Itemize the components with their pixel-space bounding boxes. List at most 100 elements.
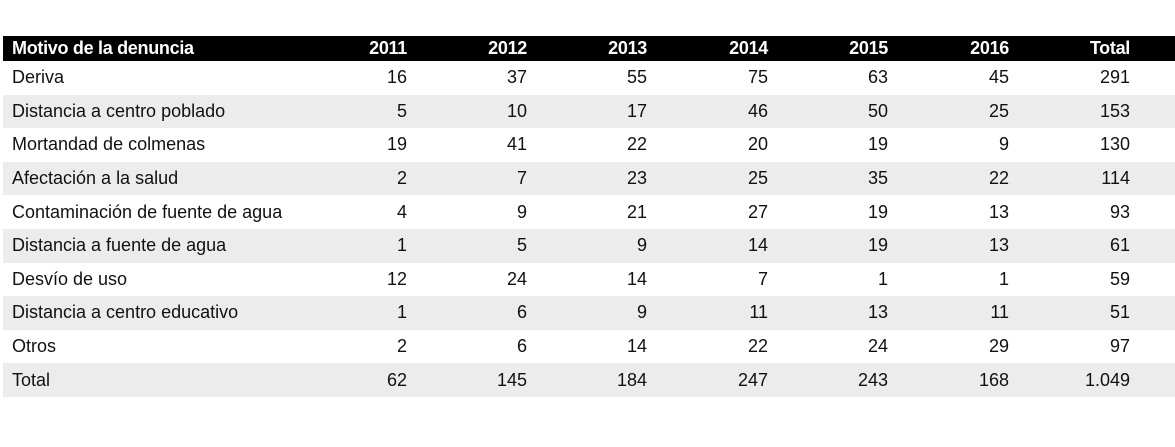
- cell-2013: 9: [636, 302, 647, 323]
- header-2012: 2012: [488, 38, 527, 58]
- cell-2011: 62: [386, 369, 407, 390]
- cell-reason: Deriva: [12, 67, 65, 88]
- cell-total: 291: [1099, 67, 1130, 88]
- cell-2012: 145: [496, 369, 527, 390]
- header-2016: 2016: [970, 38, 1009, 58]
- cell-2015: 19: [867, 201, 888, 222]
- cell-total: 153: [1099, 100, 1130, 121]
- cell-2014: 247: [737, 369, 768, 390]
- table-row: Deriva 16 37 55 75 63 45 291: [3, 61, 1175, 95]
- cell-2012: 6: [516, 302, 527, 323]
- table-row: Distancia a centro poblado 5 10 17 46 50 25 153: [3, 94, 1175, 129]
- row-spacer: [1130, 95, 1175, 129]
- row-spacer: [1130, 229, 1175, 263]
- cell-2013: 55: [626, 67, 647, 88]
- row-spacer: [1130, 162, 1175, 196]
- cell-reason: Total: [12, 369, 51, 390]
- cell-reason: Mortandad de colmenas: [12, 134, 206, 155]
- row-spacer: [1130, 296, 1175, 330]
- cell-2013: 9: [636, 235, 647, 256]
- header-reason: Motivo de la denuncia: [12, 38, 194, 58]
- cell-2011: 4: [396, 201, 407, 222]
- cell-2014: 7: [757, 268, 768, 289]
- header-2013: 2013: [608, 38, 647, 58]
- header-spacer: [1130, 36, 1175, 61]
- cell-2016: 45: [988, 67, 1009, 88]
- cell-reason: Distancia a fuente de agua: [12, 235, 227, 256]
- cell-2016: 9: [998, 134, 1009, 155]
- cell-2012: 37: [506, 67, 527, 88]
- cell-2015: 24: [867, 336, 888, 357]
- table-row: Desvío de uso 12 24 14 7 1 1 59: [3, 263, 1175, 297]
- table-row: Otros 2 6 14 22 24 29 97: [3, 330, 1175, 364]
- cell-2013: 14: [626, 268, 647, 289]
- cell-2015: 63: [867, 67, 888, 88]
- row-spacer: [1130, 330, 1175, 364]
- table-body: Deriva 16 37 55 75 63 45 291 Distancia a centro …: [3, 61, 1175, 397]
- cell-reason: Distancia a centro poblado: [12, 100, 226, 121]
- cell-total: 93: [1109, 201, 1130, 222]
- cell-2014: 75: [747, 67, 768, 88]
- cell-2011: 12: [386, 268, 407, 289]
- cell-2011: 19: [386, 134, 407, 155]
- cell-2014: 14: [747, 235, 768, 256]
- header-2014: 2014: [729, 38, 768, 58]
- cell-2011: 2: [396, 168, 407, 189]
- cell-2013: 23: [626, 168, 647, 189]
- cell-2011: 1: [396, 235, 407, 256]
- cell-2015: 1: [877, 268, 888, 289]
- cell-2011: 16: [386, 67, 407, 88]
- cell-2016: 1: [998, 268, 1009, 289]
- cell-2012: 6: [516, 336, 527, 357]
- table-row: Distancia a fuente de agua 1 5 9 14 19 13 61: [3, 228, 1175, 263]
- cell-2012: 10: [506, 100, 527, 121]
- cell-total: 51: [1109, 302, 1130, 323]
- cell-2012: 24: [506, 268, 527, 289]
- cell-2015: 19: [867, 235, 888, 256]
- table-row: Distancia a centro educativo 1 6 9 11 13 11 51: [3, 296, 1175, 330]
- header-2015: 2015: [849, 38, 888, 58]
- complaints-table: Motivo de la denuncia 2011 2012 2013 201…: [3, 36, 1175, 397]
- row-spacer: [1130, 128, 1175, 162]
- cell-2013: 184: [616, 369, 647, 390]
- row-spacer: [1130, 263, 1175, 297]
- header-row: Motivo de la denuncia 2011 2012 2013 201…: [3, 36, 1175, 61]
- total-row: Total 62 145 184 247 243 168 1.049: [3, 363, 1175, 397]
- cell-2011: 1: [396, 302, 407, 323]
- cell-2016: 168: [978, 369, 1009, 390]
- cell-2015: 19: [867, 134, 888, 155]
- header-total: Total: [1089, 38, 1130, 58]
- cell-2014: 46: [747, 100, 768, 121]
- cell-2013: 21: [626, 201, 647, 222]
- cell-2012: 9: [516, 201, 527, 222]
- cell-2016: 29: [988, 336, 1009, 357]
- cell-2014: 22: [747, 336, 768, 357]
- cell-reason: Desvío de uso: [12, 268, 128, 289]
- cell-reason: Contaminación de fuente de agua: [12, 201, 283, 222]
- cell-2016: 22: [988, 168, 1009, 189]
- cell-2013: 14: [626, 336, 647, 357]
- cell-2012: 41: [506, 134, 527, 155]
- table-row: Mortandad de colmenas 19 41 22 20 19 9 130: [3, 128, 1175, 162]
- cell-2015: 50: [867, 100, 888, 121]
- cell-total: 1.049: [1084, 369, 1130, 390]
- header-2011: 2011: [369, 38, 407, 58]
- row-spacer: [1130, 363, 1175, 397]
- row-spacer: [1130, 195, 1175, 229]
- cell-total: 130: [1099, 134, 1130, 155]
- cell-reason: Afectación a la salud: [12, 168, 179, 189]
- cell-2015: 243: [857, 369, 888, 390]
- table-row: Afectación a la salud 2 7 23 25 35 22 114: [3, 161, 1175, 196]
- cell-2014: 27: [747, 201, 768, 222]
- cell-total: 114: [1101, 168, 1130, 189]
- cell-2012: 7: [516, 168, 527, 189]
- cell-2016: 25: [988, 100, 1009, 121]
- row-spacer: [1130, 61, 1175, 95]
- cell-2014: 11: [749, 302, 768, 323]
- cell-2013: 22: [626, 134, 647, 155]
- cell-2015: 35: [867, 168, 888, 189]
- cell-2016: 13: [988, 235, 1009, 256]
- cell-total: 59: [1109, 268, 1130, 289]
- table-row: Contaminación de fuente de agua 4 9 21 27 19 1…: [3, 195, 1175, 229]
- cell-2014: 20: [747, 134, 768, 155]
